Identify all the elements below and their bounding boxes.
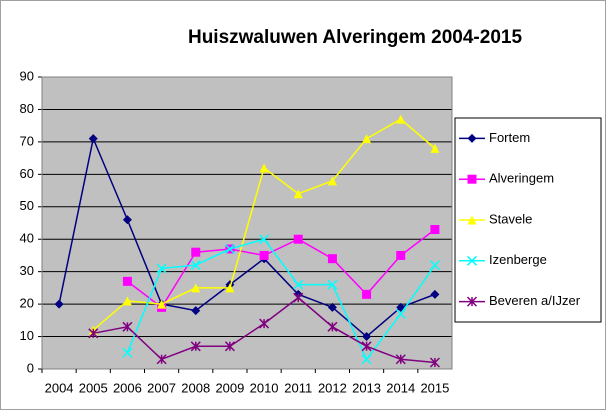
marker [467, 133, 477, 143]
series-line [58, 136, 436, 338]
marker [362, 332, 372, 342]
x-tick-label: 2009 [215, 380, 244, 395]
marker [156, 354, 167, 365]
marker [430, 143, 440, 153]
marker [224, 243, 235, 254]
marker [327, 279, 338, 290]
marker [362, 289, 372, 299]
y-tick-label: 10 [20, 328, 34, 343]
marker [293, 279, 304, 290]
legend-label: Izenberge [489, 252, 547, 267]
marker [361, 341, 372, 352]
legend-label: Beveren a/IJzer [489, 293, 581, 308]
marker [224, 341, 235, 352]
marker [429, 260, 440, 271]
marker [259, 234, 270, 245]
marker [259, 163, 269, 173]
y-tick-label: 0 [27, 360, 34, 375]
marker [430, 224, 440, 234]
marker [88, 328, 99, 339]
x-tick-label: 2015 [420, 380, 449, 395]
x-tick-label: 2011 [284, 380, 312, 395]
x-tick-label: 2006 [113, 380, 142, 395]
marker [327, 254, 337, 264]
marker [327, 302, 337, 312]
y-tick-label: 70 [20, 133, 34, 148]
plot-area [42, 77, 452, 369]
marker [259, 250, 269, 260]
y-tick-label: 30 [20, 263, 34, 278]
marker [225, 283, 235, 293]
marker [466, 296, 478, 307]
y-tick-label: 20 [20, 296, 34, 311]
marker [293, 292, 304, 303]
marker [362, 134, 372, 144]
x-tick-label: 2010 [250, 380, 279, 395]
marker [157, 299, 167, 309]
marker [259, 318, 270, 329]
marker [156, 263, 167, 274]
marker [191, 306, 201, 316]
marker [54, 299, 64, 309]
marker [429, 357, 440, 368]
x-tick-label: 2007 [147, 380, 176, 395]
x-tick-label: 2008 [181, 380, 210, 395]
marker [190, 260, 201, 271]
x-tick-label: 2014 [386, 380, 415, 395]
marker [361, 354, 372, 365]
legend-label: Alveringem [489, 171, 554, 186]
y-tick-label: 40 [20, 231, 34, 246]
marker [395, 354, 406, 365]
legend-label: Stavele [489, 211, 532, 226]
x-tick-label: 2012 [318, 380, 347, 395]
x-tick-label: 2005 [79, 380, 108, 395]
marker [293, 189, 303, 199]
marker [396, 114, 406, 124]
y-tick-label: 60 [20, 166, 34, 181]
marker [395, 308, 406, 319]
marker [88, 134, 98, 144]
marker [190, 341, 201, 352]
marker [122, 347, 133, 358]
y-tick-label: 50 [20, 198, 34, 213]
marker [327, 321, 338, 332]
marker [467, 174, 477, 184]
legend-label: Fortem [489, 130, 530, 145]
series-line [126, 238, 436, 361]
series-line [126, 228, 436, 309]
marker [466, 255, 478, 266]
marker [122, 276, 132, 286]
x-tick-label: 2004 [45, 380, 74, 395]
marker [293, 234, 303, 244]
marker [430, 289, 440, 299]
chart-title: Huiszwaluwen Alveringem 2004-2015 [188, 27, 522, 48]
marker [122, 321, 133, 332]
marker [396, 250, 406, 260]
x-tick-label: 2013 [352, 380, 381, 395]
marker [122, 296, 132, 306]
marker [467, 215, 477, 225]
marker [122, 215, 132, 225]
y-tick-label: 90 [20, 68, 34, 83]
y-tick-label: 80 [20, 101, 34, 116]
marker [327, 176, 337, 186]
marker [191, 283, 201, 293]
marker [191, 247, 201, 257]
